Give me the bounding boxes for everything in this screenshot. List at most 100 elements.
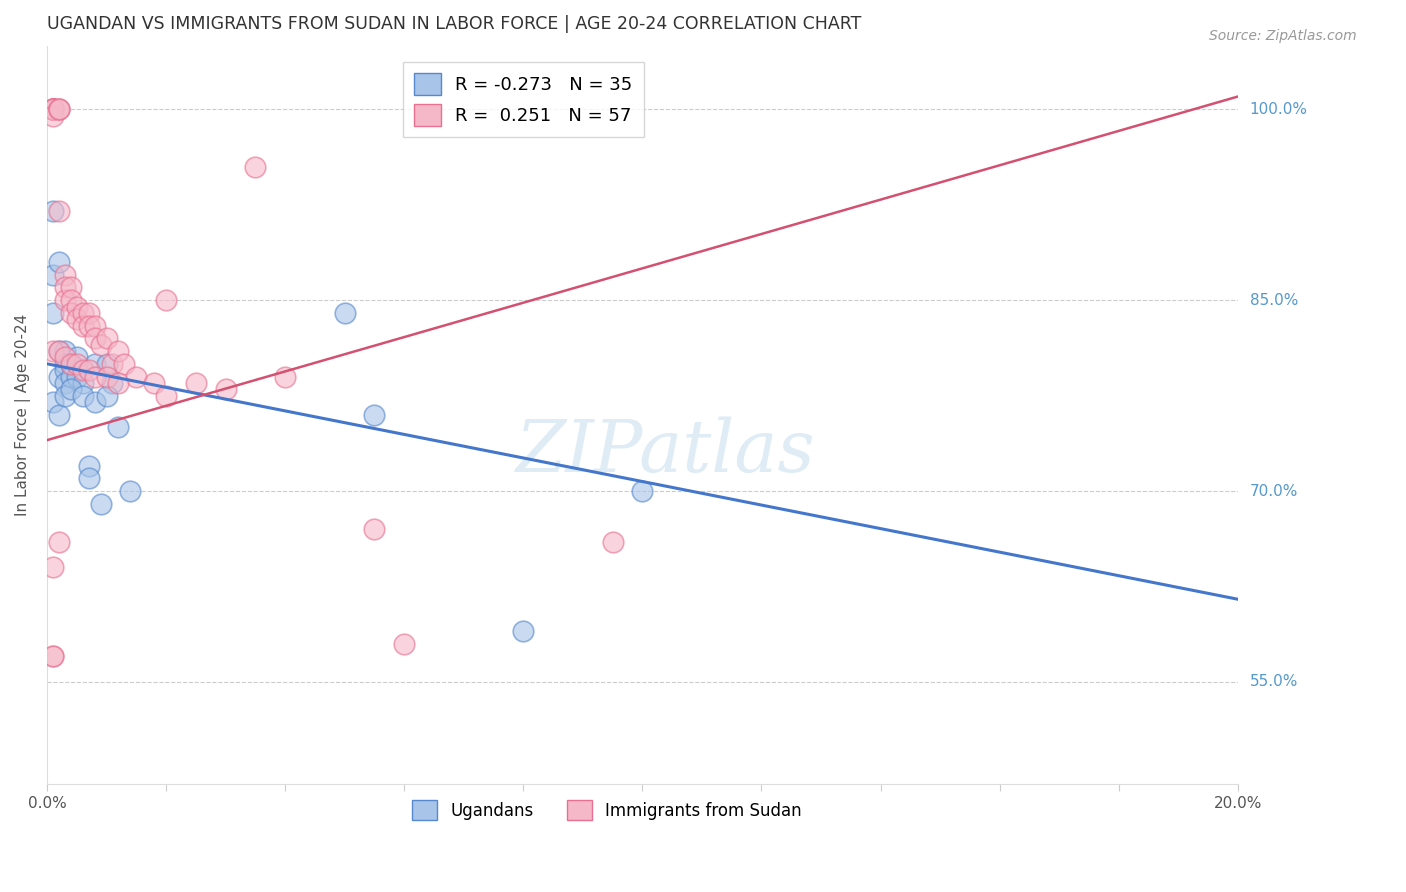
Point (90, 337, 112, 351)
Point (48, 344, 70, 359)
Text: 85.0%: 85.0% (1250, 293, 1298, 308)
Point (48, 344, 70, 359)
Point (631, 484, 654, 499)
Point (42, 204, 65, 219)
Point (53, 389, 76, 403)
Point (42, 103, 65, 117)
Point (107, 420, 129, 434)
Text: UGANDAN VS IMMIGRANTS FROM SUDAN IN LABOR FORCE | AGE 20-24 CORRELATION CHART: UGANDAN VS IMMIGRANTS FROM SUDAN IN LABO… (46, 15, 862, 33)
Point (72, 376, 94, 390)
Point (42, 103, 65, 117)
Point (42, 649, 65, 664)
Point (42, 103, 65, 117)
Point (83, 369, 105, 384)
Point (48, 103, 70, 117)
Point (59, 280, 82, 294)
Point (53, 344, 76, 359)
Point (53, 268, 76, 282)
Point (83, 331, 105, 345)
Point (72, 306, 94, 320)
Point (120, 484, 142, 499)
Point (96, 369, 118, 384)
Point (155, 389, 177, 403)
Point (96, 357, 118, 371)
Point (42, 103, 65, 117)
Point (245, 160, 267, 174)
Point (59, 293, 82, 308)
Text: 55.0%: 55.0% (1250, 674, 1298, 690)
Point (96, 389, 118, 403)
Point (42, 109, 65, 123)
Point (42, 306, 65, 320)
Point (59, 369, 82, 384)
Point (512, 624, 534, 638)
Point (214, 382, 236, 396)
Point (72, 318, 94, 333)
Point (107, 344, 129, 359)
Y-axis label: In Labor Force | Age 20-24: In Labor Force | Age 20-24 (15, 314, 31, 516)
Point (53, 293, 76, 308)
Point (48, 204, 70, 219)
Point (59, 306, 82, 320)
Point (53, 363, 76, 377)
Point (83, 395, 105, 409)
Point (66, 300, 89, 314)
Point (59, 382, 82, 396)
Point (66, 312, 89, 326)
Point (83, 357, 105, 371)
Point (274, 369, 297, 384)
Point (59, 357, 82, 371)
Point (48, 535, 70, 549)
Point (184, 376, 207, 390)
Point (363, 408, 385, 422)
Point (66, 369, 89, 384)
Point (42, 395, 65, 409)
Point (42, 560, 65, 574)
Point (107, 376, 129, 390)
Point (72, 363, 94, 377)
Legend: Ugandans, Immigrants from Sudan: Ugandans, Immigrants from Sudan (405, 793, 808, 827)
Point (53, 376, 76, 390)
Point (53, 280, 76, 294)
Point (48, 255, 70, 269)
Point (72, 389, 94, 403)
Point (66, 351, 89, 365)
Point (77, 471, 100, 485)
Point (112, 357, 135, 371)
Point (42, 649, 65, 664)
Point (42, 103, 65, 117)
Point (83, 318, 105, 333)
Point (96, 331, 118, 345)
Point (77, 306, 100, 320)
Point (53, 351, 76, 365)
Point (101, 376, 124, 390)
Point (77, 458, 100, 473)
Text: 100.0%: 100.0% (1250, 102, 1308, 117)
Point (42, 103, 65, 117)
Point (90, 497, 112, 511)
Point (66, 357, 89, 371)
Point (77, 363, 100, 377)
Point (48, 103, 70, 117)
Text: Source: ZipAtlas.com: Source: ZipAtlas.com (1209, 29, 1357, 43)
Point (42, 268, 65, 282)
Point (392, 637, 415, 651)
Point (59, 357, 82, 371)
Point (125, 369, 148, 384)
Point (48, 369, 70, 384)
Text: ZIPatlas: ZIPatlas (516, 417, 815, 487)
Point (42, 103, 65, 117)
Point (602, 535, 624, 549)
Point (42, 103, 65, 117)
Point (42, 344, 65, 359)
Point (333, 306, 356, 320)
Point (77, 318, 100, 333)
Point (48, 103, 70, 117)
Point (155, 293, 177, 308)
Point (101, 357, 124, 371)
Point (363, 522, 385, 536)
Point (53, 357, 76, 371)
Point (48, 408, 70, 422)
Point (143, 376, 166, 390)
Text: 70.0%: 70.0% (1250, 483, 1298, 499)
